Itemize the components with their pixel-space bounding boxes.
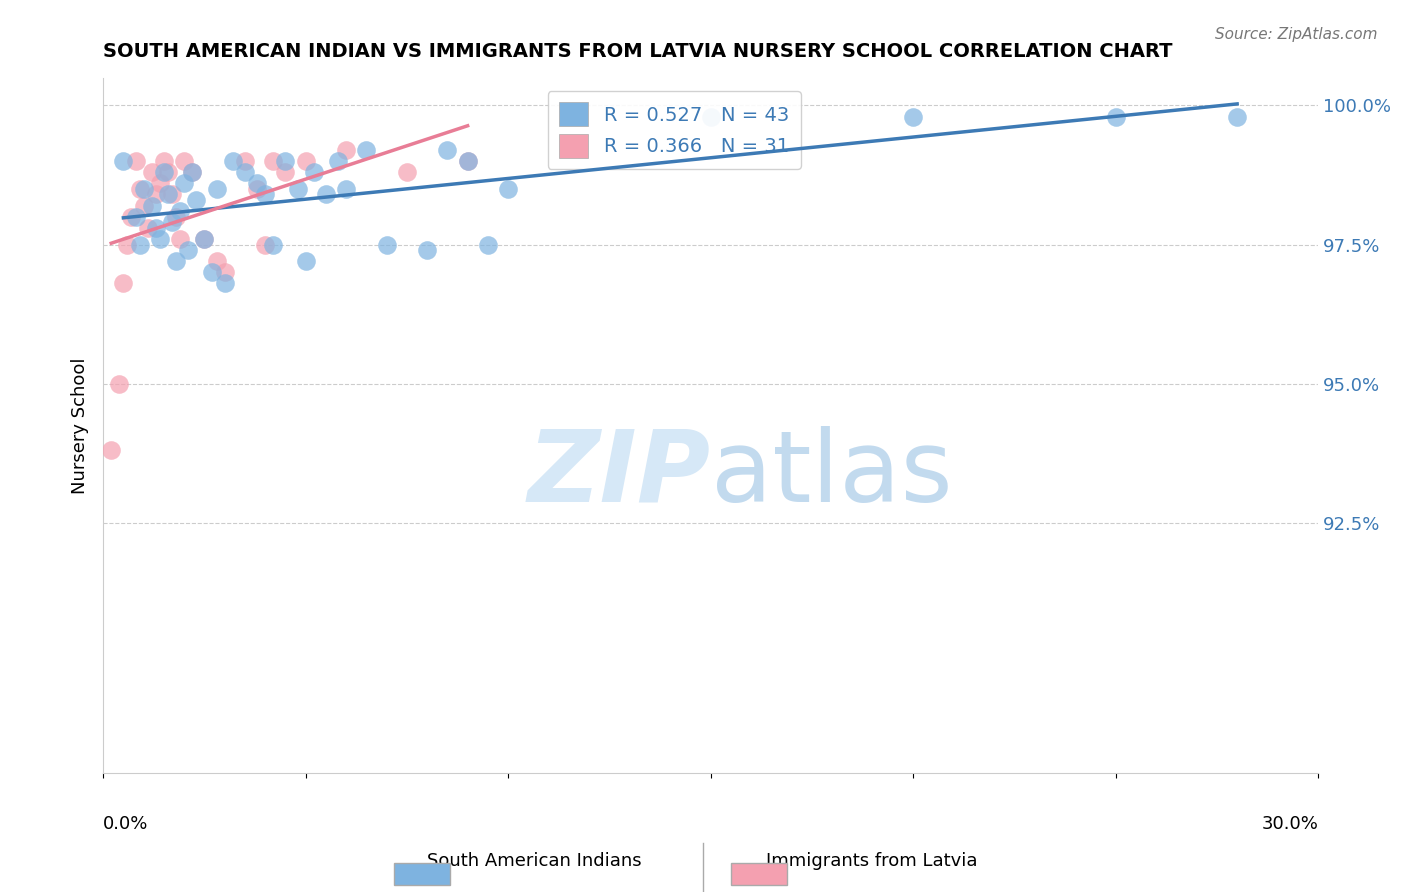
Point [201,265,224,279]
Point [112,277,135,291]
Point [173,154,195,169]
Legend: R = 0.527   N = 43, R = 0.366   N = 31: R = 0.527 N = 43, R = 0.366 N = 31 [547,91,801,169]
Point [233,154,256,169]
Point [145,220,167,235]
Point [177,243,200,257]
Point [169,232,191,246]
Point [262,154,284,169]
Point [699,110,721,124]
Point [254,187,277,202]
Point [169,204,191,219]
Point [149,232,172,246]
Point [262,237,284,252]
Point [165,254,187,268]
Point [156,165,179,179]
Point [117,237,139,252]
Point [156,187,179,202]
Point [153,165,176,179]
Point [193,232,215,246]
Point [136,220,159,235]
Point [108,376,131,391]
Point [165,210,187,224]
Text: ZIP: ZIP [527,425,710,523]
Text: 30.0%: 30.0% [1261,815,1319,833]
Point [121,210,143,224]
Point [901,110,924,124]
Point [149,177,172,191]
Point [416,243,439,257]
Point [145,187,167,202]
Text: South American Indians: South American Indians [427,852,641,870]
Point [160,215,183,229]
Point [173,177,195,191]
Point [246,182,269,196]
Point [222,154,245,169]
Point [193,232,215,246]
Point [214,265,236,279]
Point [141,198,163,212]
Point [160,187,183,202]
Point [326,154,349,169]
Point [112,154,135,169]
Y-axis label: Nursery School: Nursery School [72,357,89,493]
Point [274,165,297,179]
Point [214,277,236,291]
Point [141,165,163,179]
Point [335,143,357,157]
Point [132,198,155,212]
Point [287,182,309,196]
Point [205,254,228,268]
Point [457,154,479,169]
Point [436,143,458,157]
Point [496,182,519,196]
Text: atlas: atlas [710,425,952,523]
Point [477,237,499,252]
Point [375,237,398,252]
Text: 0.0%: 0.0% [103,815,149,833]
Point [356,143,378,157]
Point [132,182,155,196]
Point [274,154,297,169]
Point [294,154,316,169]
Point [186,193,208,207]
Point [302,165,325,179]
Point [335,182,357,196]
Point [246,177,269,191]
Point [254,237,277,252]
Point [233,165,256,179]
Point [100,443,122,458]
Point [124,154,146,169]
Text: SOUTH AMERICAN INDIAN VS IMMIGRANTS FROM LATVIA NURSERY SCHOOL CORRELATION CHART: SOUTH AMERICAN INDIAN VS IMMIGRANTS FROM… [103,42,1173,61]
Point [1226,110,1249,124]
Point [181,165,204,179]
Text: Immigrants from Latvia: Immigrants from Latvia [766,852,977,870]
Point [153,154,176,169]
Point [395,165,418,179]
Point [1104,110,1126,124]
Point [315,187,337,202]
Point [457,154,479,169]
Text: Source: ZipAtlas.com: Source: ZipAtlas.com [1215,27,1378,42]
Point [128,237,150,252]
Point [128,182,150,196]
Point [294,254,316,268]
Point [205,182,228,196]
Point [181,165,204,179]
Point [124,210,146,224]
